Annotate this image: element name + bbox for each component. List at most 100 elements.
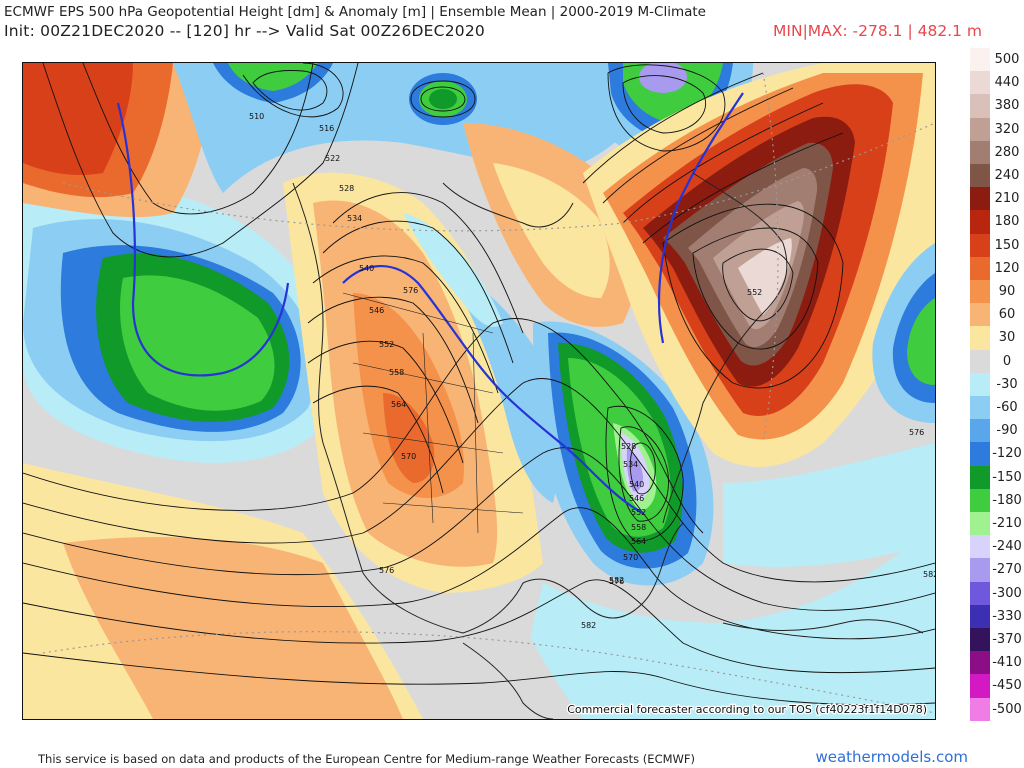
- legend-swatch: [970, 210, 990, 234]
- anomaly-region: [403, 213, 503, 327]
- legend-label: 0: [1002, 353, 1012, 369]
- legend-label: -120: [992, 446, 1022, 462]
- legend-swatch: [970, 465, 990, 489]
- legend-label: 280: [994, 144, 1020, 160]
- legend-entry: 380: [970, 94, 1024, 118]
- legend-swatch: [970, 303, 990, 327]
- contour-label: 582: [581, 621, 596, 630]
- anomaly-region: [493, 163, 610, 298]
- legend-entry: 0: [970, 349, 1024, 373]
- legend-swatch: [970, 558, 990, 582]
- legend-entry: 500: [970, 48, 1024, 72]
- legend-swatch: [970, 187, 990, 211]
- legend-swatch: [970, 628, 990, 652]
- contour-label: 564: [631, 537, 646, 546]
- legend-entry: 240: [970, 164, 1024, 188]
- anomaly-region: [383, 393, 435, 483]
- legend-label: 120: [994, 260, 1020, 276]
- legend-swatch: [970, 372, 990, 396]
- legend-swatch: [970, 71, 990, 95]
- contour-label: 528: [621, 442, 636, 451]
- legend-entry: 90: [970, 280, 1024, 304]
- highlight-contour-540: [116, 92, 744, 514]
- legend-label: -240: [992, 539, 1022, 555]
- legend-label: 150: [994, 237, 1020, 253]
- anomaly-region: [639, 63, 687, 93]
- legend-label: 30: [998, 330, 1016, 346]
- legend-label: 210: [994, 191, 1020, 207]
- legend-label: -60: [996, 400, 1018, 415]
- contour-label: 564: [391, 400, 406, 409]
- anomaly-region: [443, 263, 560, 503]
- contour-label: 570: [401, 452, 416, 461]
- legend-entry: -150: [970, 465, 1024, 489]
- contour-label: 522: [325, 154, 340, 163]
- legend-entry: -300: [970, 581, 1024, 605]
- legend-swatch: [970, 117, 990, 141]
- legend-label: 380: [994, 98, 1020, 114]
- anomaly-region: [503, 623, 583, 719]
- legend-entry: -30: [970, 372, 1024, 396]
- contour-label: 534: [623, 460, 638, 469]
- legend-swatch: [970, 581, 990, 605]
- anomaly-region: [353, 293, 464, 498]
- contour-label: 546: [369, 306, 384, 315]
- legend-swatch: [970, 419, 990, 443]
- chart-title: ECMWF EPS 500 hPa Geopotential Height [d…: [4, 4, 706, 20]
- legend-entry: 150: [970, 233, 1024, 257]
- height-contours: [23, 63, 935, 706]
- legend-entry: -90: [970, 419, 1024, 443]
- contour-label: 540: [629, 480, 644, 489]
- legend-label: -90: [996, 423, 1018, 439]
- legend-label: 90: [998, 284, 1016, 299]
- legend-entry: -240: [970, 535, 1024, 559]
- legend-label: 240: [994, 168, 1020, 183]
- brand-link[interactable]: weathermodels.com: [815, 748, 968, 766]
- legend-entry: -270: [970, 558, 1024, 582]
- contour-label: 576: [909, 428, 924, 437]
- legend-swatch: [970, 256, 990, 280]
- contour-label: 570: [623, 553, 638, 562]
- anomaly-region: [723, 443, 935, 567]
- borders: [342, 292, 524, 534]
- legend-label: 60: [998, 307, 1016, 323]
- legend-swatch: [970, 488, 990, 512]
- legend-entry: -120: [970, 442, 1024, 466]
- anomaly-region: [738, 238, 792, 315]
- anomaly-legend: 500 440 380 320 280 240 210 180 150 120 90 60 30 0 -30…: [970, 48, 1024, 722]
- legend-swatch: [970, 349, 990, 373]
- legend-entry: 210: [970, 187, 1024, 211]
- legend-entry: 440: [970, 71, 1024, 95]
- legend-swatch: [970, 94, 990, 118]
- legend-label: 320: [994, 121, 1020, 137]
- legend-entry: 180: [970, 210, 1024, 234]
- legend-label: -180: [992, 492, 1022, 508]
- legend-entry: 30: [970, 326, 1024, 350]
- legend-swatch: [970, 280, 990, 304]
- contour-label: 576: [609, 577, 624, 586]
- legend-label: -370: [992, 632, 1022, 647]
- legend-label: 180: [994, 214, 1020, 230]
- contour-label: 534: [347, 214, 362, 223]
- ecmwf-disclaimer: This service is based on data and produc…: [38, 752, 695, 766]
- contour-label: 546: [629, 494, 644, 503]
- min-max-readout: MIN|MAX: -278.1 | 482.1 m: [773, 22, 982, 40]
- contour-label: 540: [359, 264, 374, 273]
- coastlines: [292, 172, 924, 719]
- legend-label: 440: [994, 75, 1020, 91]
- legend-swatch: [970, 164, 990, 188]
- legend-swatch: [970, 233, 990, 257]
- anomaly-region: [907, 298, 935, 385]
- legend-label: -410: [992, 655, 1022, 671]
- contour-label: 582: [609, 576, 624, 585]
- legend-entry: -370: [970, 628, 1024, 652]
- anomaly-region: [120, 275, 275, 411]
- legend-entry: 60: [970, 303, 1024, 327]
- legend-entry: -210: [970, 512, 1024, 536]
- legend-label: -210: [992, 516, 1022, 531]
- legend-swatch: [970, 396, 990, 420]
- legend-swatch: [970, 674, 990, 698]
- legend-label: -450: [992, 678, 1022, 694]
- anomaly-region: [23, 63, 133, 175]
- contour-label: 528: [339, 184, 354, 193]
